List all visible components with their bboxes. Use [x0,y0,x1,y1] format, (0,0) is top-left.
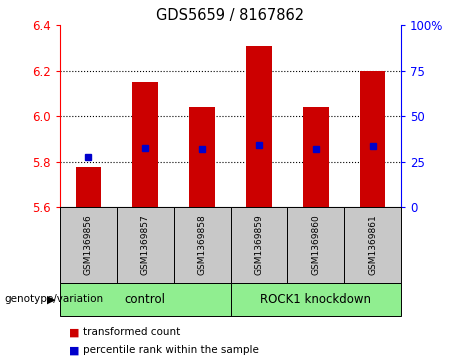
Text: control: control [125,293,165,306]
Text: GSM1369856: GSM1369856 [84,215,93,276]
Bar [189,107,215,207]
Text: GSM1369861: GSM1369861 [368,215,377,276]
Bar [60,283,230,316]
Text: GSM1369859: GSM1369859 [254,215,263,276]
Text: transformed count: transformed count [83,327,180,337]
Bar [230,207,287,283]
Bar [303,107,329,207]
Bar [174,207,230,283]
Bar [132,82,158,207]
Bar [246,46,272,207]
Bar [360,71,385,207]
Text: GSM1369860: GSM1369860 [311,215,320,276]
Bar [287,207,344,283]
Text: percentile rank within the sample: percentile rank within the sample [83,345,259,355]
Text: GSM1369858: GSM1369858 [198,215,207,276]
Bar [344,207,401,283]
Bar [230,283,401,316]
Text: ■: ■ [69,345,80,355]
Text: ■: ■ [69,327,80,337]
Bar [76,167,101,207]
Text: ▶: ▶ [47,294,55,305]
Bar [60,207,117,283]
Text: ROCK1 knockdown: ROCK1 knockdown [260,293,371,306]
Text: genotype/variation: genotype/variation [5,294,104,305]
Title: GDS5659 / 8167862: GDS5659 / 8167862 [156,8,305,23]
Text: GSM1369857: GSM1369857 [141,215,150,276]
Bar [117,207,174,283]
